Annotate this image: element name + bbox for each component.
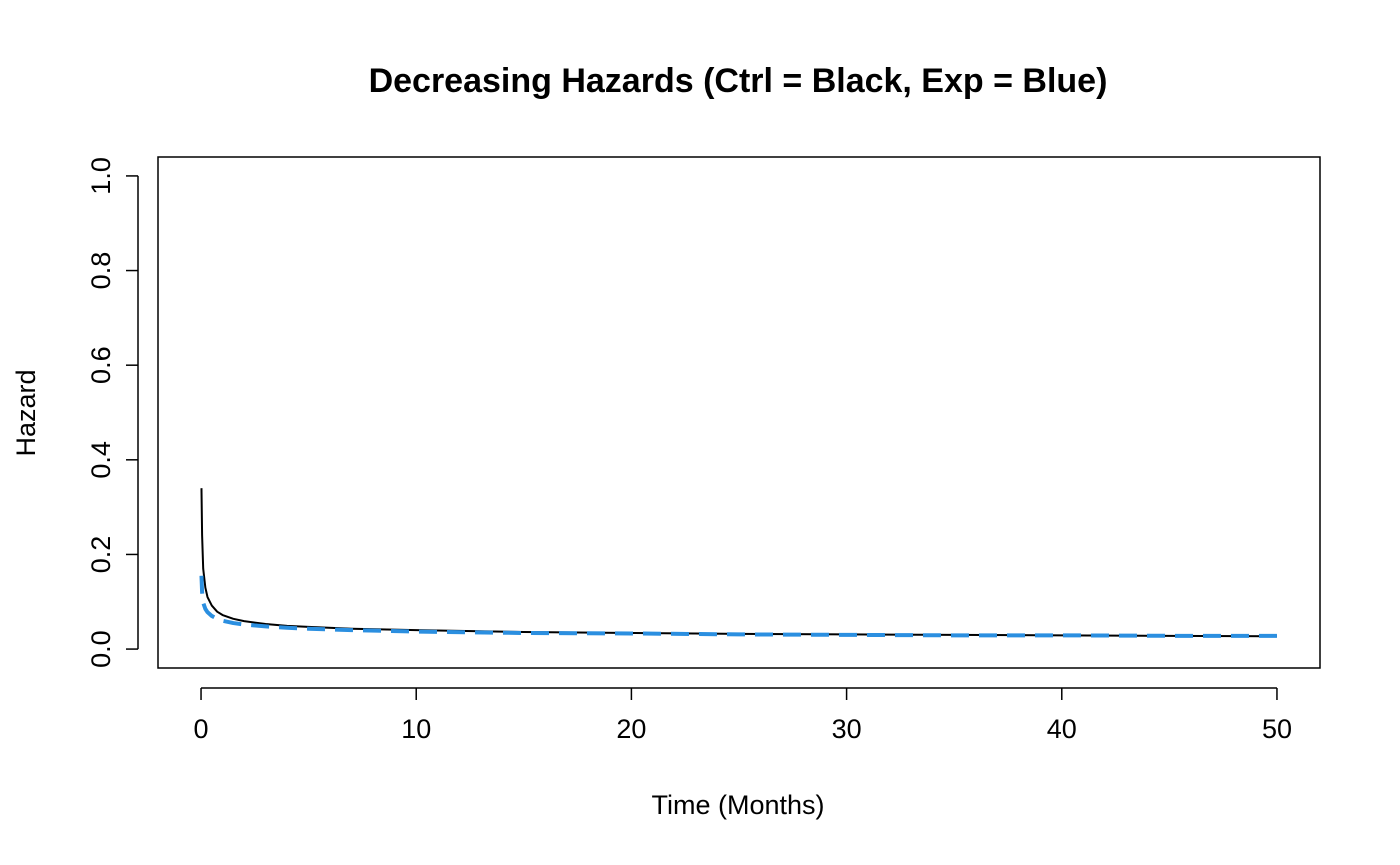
x-axis: 0 10 20 30 40 50 <box>194 687 1292 744</box>
series-line-ctrl <box>200 488 1277 638</box>
x-tick-label: 20 <box>616 714 646 744</box>
y-tick-label: 0.4 <box>86 441 116 479</box>
y-tick-label: 0.2 <box>86 536 116 574</box>
chart-title: Decreasing Hazards (Ctrl = Black, Exp = … <box>369 62 1108 100</box>
y-tick-label: 1.0 <box>86 157 116 195</box>
y-axis: 0.0 0.2 0.4 0.6 0.8 1.0 <box>86 157 139 668</box>
x-tick-label: 40 <box>1047 714 1077 744</box>
x-tick-label: 0 <box>194 714 209 744</box>
y-axis-label: Hazard <box>11 369 41 456</box>
x-tick-label: 30 <box>832 714 862 744</box>
series-line-exp <box>199 575 1277 638</box>
plot-frame <box>157 156 1321 669</box>
series-layer <box>199 488 1277 638</box>
x-tick-label: 10 <box>401 714 431 744</box>
y-tick-label: 0.8 <box>86 252 116 290</box>
x-axis-label: Time (Months) <box>651 790 824 820</box>
y-tick-label: 0.6 <box>86 346 116 384</box>
x-tick-label: 50 <box>1262 714 1292 744</box>
y-tick-label: 0.0 <box>86 630 116 668</box>
